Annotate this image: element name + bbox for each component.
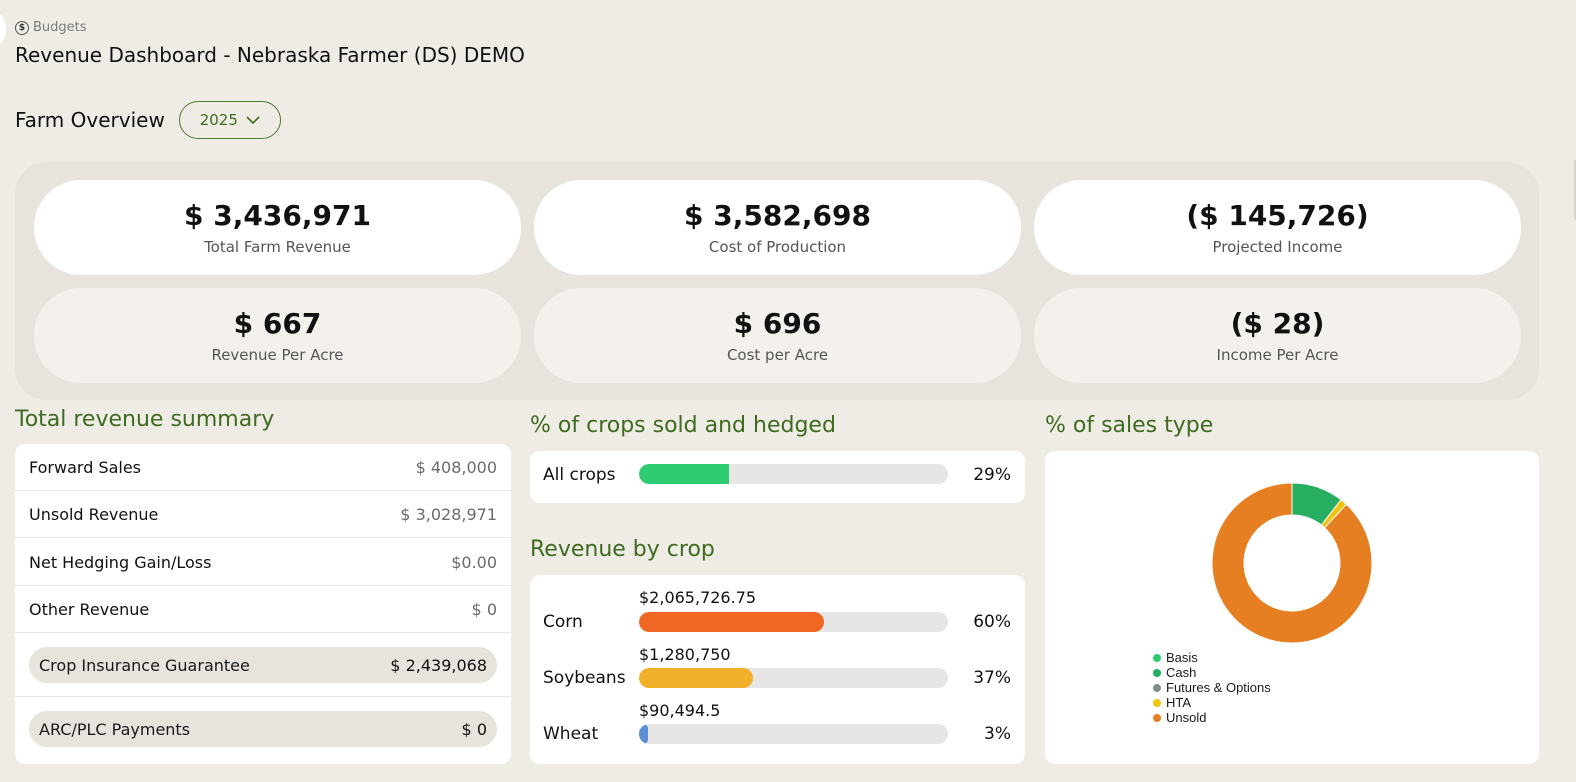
stat-label: Projected Income	[1212, 238, 1343, 256]
stat-cost-of-production: $ 3,582,698 Cost of Production	[534, 180, 1021, 275]
summary-row-label: Forward Sales	[29, 457, 142, 477]
crop-bar-fill	[639, 612, 825, 632]
summary-row-label: Crop Insurance Guarantee	[39, 655, 250, 675]
crop-insurance-row: Crop Insurance Guarantee $ 2,439,068	[29, 647, 497, 683]
stat-projected-income: ($ 145,726) Projected Income	[1034, 180, 1521, 275]
crop-percent: 3%	[984, 724, 1011, 744]
sidebar-toggle[interactable]	[0, 14, 6, 44]
crop-amount: $1,280,750	[639, 645, 731, 664]
stat-value: $ 3,582,698	[684, 199, 871, 232]
legend-dot	[1153, 698, 1161, 707]
legend-item-hta[interactable]: HTA	[1153, 695, 1271, 710]
legend-label: Cash	[1166, 665, 1197, 680]
revenue-summary-title: Total revenue summary	[15, 407, 275, 432]
crops-sold-card: All crops 29%	[530, 451, 1025, 503]
summary-row-value: $0.00	[451, 552, 497, 572]
sales-type-card	[1045, 451, 1539, 764]
legend-item-unsold[interactable]: Unsold	[1153, 710, 1271, 725]
summary-row: Other Revenue $ 0	[15, 586, 511, 633]
sales-type-donut-chart	[1211, 482, 1373, 644]
stat-value: $ 696	[733, 307, 822, 340]
stat-total-farm-revenue: $ 3,436,971 Total Farm Revenue	[34, 180, 521, 275]
stat-cost-per-acre: $ 696 Cost per Acre	[534, 288, 1021, 383]
divider	[15, 696, 511, 697]
stat-label: Total Farm Revenue	[204, 238, 351, 256]
summary-row-label: ARC/PLC Payments	[39, 719, 191, 739]
summary-row-label: Unsold Revenue	[29, 504, 159, 524]
crop-amount: $90,494.5	[639, 701, 721, 720]
breadcrumb[interactable]: $ Budgets	[15, 20, 87, 35]
farm-overview-header: Farm Overview 2025	[15, 101, 281, 139]
stats-panel: $ 3,436,971 Total Farm Revenue $ 3,582,6…	[15, 162, 1539, 400]
chevron-down-icon	[246, 116, 260, 125]
crop-amount: $2,065,726.75	[639, 588, 757, 607]
crops-sold-bar	[639, 464, 948, 484]
stat-value: ($ 28)	[1230, 307, 1325, 340]
dollar-circle-icon: $	[15, 20, 29, 35]
stat-label: Revenue Per Acre	[211, 346, 344, 364]
crop-bar-corn	[639, 612, 948, 632]
sales-type-title: % of sales type	[1045, 413, 1214, 438]
legend-label: Basis	[1166, 650, 1198, 665]
crop-bar-wheat	[639, 724, 948, 744]
year-select[interactable]: 2025	[178, 101, 281, 139]
legend-dot	[1153, 653, 1161, 662]
sales-type-legend: Basis Cash Futures & Options HTA Unsold	[1153, 650, 1271, 725]
summary-row-value: $ 3,028,971	[400, 504, 497, 524]
breadcrumb-label[interactable]: Budgets	[33, 20, 87, 35]
summary-row-label: Other Revenue	[29, 599, 150, 619]
crop-name: Soybeans	[543, 668, 626, 688]
arc-plc-row: ARC/PLC Payments $ 0	[29, 711, 497, 747]
stat-label: Cost per Acre	[726, 346, 829, 364]
stat-value: $ 3,436,971	[184, 199, 371, 232]
revenue-summary-card: Forward Sales $ 408,000 Unsold Revenue $…	[15, 444, 511, 764]
stat-label: Income Per Acre	[1216, 346, 1339, 364]
crop-bar-fill	[639, 668, 754, 688]
farm-overview-title: Farm Overview	[15, 108, 165, 132]
legend-label: Futures & Options	[1166, 680, 1271, 695]
stat-income-per-acre: ($ 28) Income Per Acre	[1034, 288, 1521, 383]
legend-label: Unsold	[1166, 710, 1207, 725]
crops-sold-label: All crops	[543, 465, 616, 485]
summary-row: Forward Sales $ 408,000	[15, 444, 511, 491]
legend-item-basis[interactable]: Basis	[1153, 650, 1271, 665]
stat-value: $ 667	[233, 307, 322, 340]
legend-item-cash[interactable]: Cash	[1153, 665, 1271, 680]
crops-sold-bar-fill	[639, 464, 729, 484]
summary-row: Unsold Revenue $ 3,028,971	[15, 491, 511, 538]
stat-label: Cost of Production	[708, 238, 847, 256]
crop-name: Wheat	[543, 724, 599, 744]
legend-label: HTA	[1166, 695, 1192, 710]
summary-row-value: $ 408,000	[415, 457, 497, 477]
page-title: Revenue Dashboard - Nebraska Farmer (DS)…	[15, 43, 525, 67]
legend-dot	[1153, 668, 1161, 677]
crop-bar-soybeans	[639, 668, 948, 688]
legend-dot	[1153, 683, 1161, 692]
summary-row-value: $ 0	[461, 719, 487, 739]
stat-value: ($ 145,726)	[1186, 199, 1369, 232]
stat-revenue-per-acre: $ 667 Revenue Per Acre	[34, 288, 521, 383]
crop-name: Corn	[543, 612, 583, 632]
scrollbar[interactable]	[1574, 160, 1576, 220]
crop-percent: 60%	[973, 612, 1011, 632]
crops-sold-percent: 29%	[973, 465, 1011, 485]
summary-row-value: $ 2,439,068	[390, 655, 487, 675]
summary-row-value: $ 0	[471, 599, 497, 619]
crop-bar-fill	[639, 724, 649, 744]
summary-row: Net Hedging Gain/Loss $0.00	[15, 539, 511, 586]
revenue-by-crop-card: $2,065,726.75 Corn 60% $1,280,750 Soybea…	[530, 575, 1025, 764]
crops-sold-title: % of crops sold and hedged	[530, 413, 836, 438]
legend-dot	[1153, 713, 1161, 722]
summary-row-label: Net Hedging Gain/Loss	[29, 552, 212, 572]
legend-item-futures-options[interactable]: Futures & Options	[1153, 680, 1271, 695]
donut-slice-unsold[interactable]	[1211, 482, 1373, 644]
crop-percent: 37%	[973, 668, 1011, 688]
year-select-value: 2025	[199, 111, 238, 129]
revenue-by-crop-title: Revenue by crop	[530, 537, 715, 562]
